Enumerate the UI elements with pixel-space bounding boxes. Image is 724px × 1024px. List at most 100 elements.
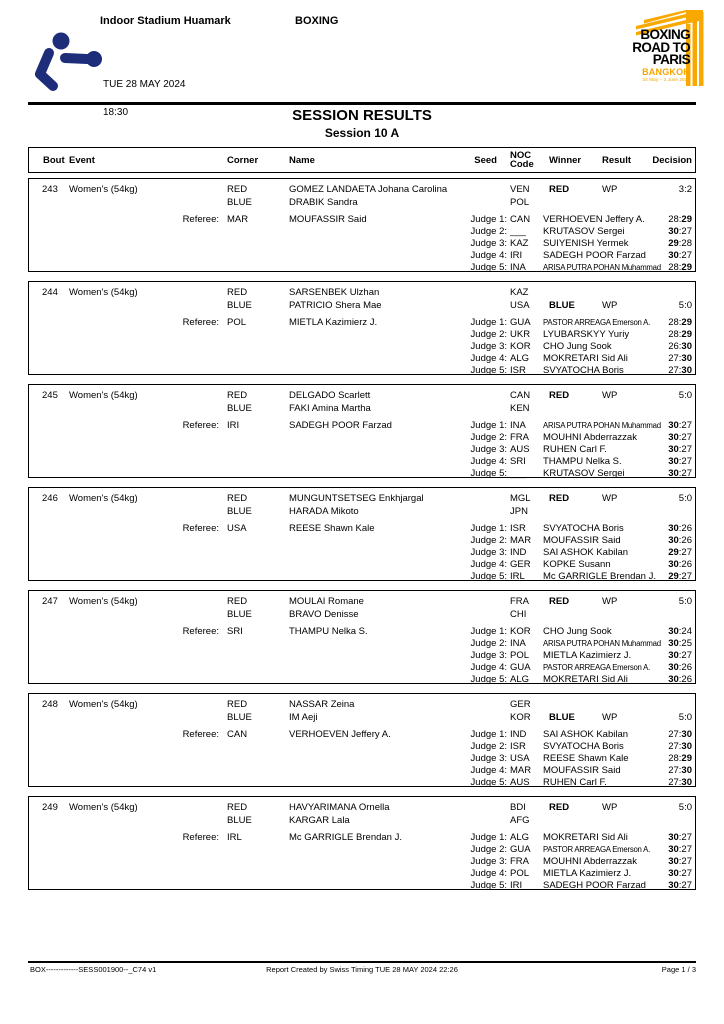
judge-label: Judge 1:: [470, 729, 507, 740]
judge-name: MOUHNI Abderrazzak: [543, 432, 637, 443]
blue-boxer-name: FAKI Amina Martha: [289, 403, 371, 414]
referee-name: SADEGH POOR Farzad: [289, 420, 392, 431]
judge-name: LYUBARSKYY Yuriy: [543, 329, 630, 340]
score-red: 27: [668, 729, 679, 740]
logo-line-boxing: BOXING: [640, 27, 690, 42]
bout-box-246: 246 Women's (54kg) RED BLUE MUNGUNTSETSEG En…: [28, 487, 696, 582]
score-separator: :: [678, 571, 682, 582]
score-red: 30: [668, 420, 679, 431]
judge-score: 30:27: [668, 250, 692, 261]
boxing-pictogram-icon: [35, 32, 102, 91]
judge-score: 28:29: [668, 214, 692, 225]
score-separator: :: [678, 559, 682, 570]
judge-noc: FRA: [510, 856, 529, 867]
referee-name: VERHOEVEN Jeffery A.: [289, 729, 391, 740]
score-red: 27: [668, 353, 679, 364]
judge-noc: INA: [510, 420, 526, 431]
event-name: Women's (54kg): [69, 802, 138, 813]
blue-noc: KOR: [510, 712, 531, 723]
score-red: 30: [668, 444, 679, 455]
judge-label: Judge 4:: [470, 662, 507, 673]
score-red: 30: [668, 832, 679, 843]
judge-label: Judge 2:: [470, 535, 507, 546]
session-date: TUE 28 MAY 2024: [103, 79, 186, 90]
score-blue: 27: [681, 420, 692, 431]
judge-noc: POL: [510, 868, 530, 879]
red-noc: CAN: [510, 390, 531, 401]
judge-noc: IND: [510, 729, 527, 740]
score-blue: 30: [681, 765, 692, 776]
referee-noc: IRI: [227, 420, 240, 431]
logo-text: BOXING ROAD TO PARIS BANGKOK 24 May – 3 …: [632, 27, 691, 84]
score-separator: :: [678, 329, 682, 340]
judge-score: 30:27: [668, 226, 692, 237]
red-corner-label: RED: [227, 287, 248, 298]
judge-score: 30:27: [668, 456, 692, 467]
judge-score: 27:30: [668, 777, 692, 788]
judge-noc: AUS: [510, 444, 530, 455]
judge-score: 29:28: [668, 238, 692, 249]
judge-noc: KAZ: [510, 238, 529, 249]
event-name: Women's (54kg): [69, 699, 138, 710]
score-red: 30: [668, 226, 679, 237]
score-red: 26: [668, 341, 679, 352]
judge-noc: SRI: [510, 456, 526, 467]
judge-label: Judge 5:: [470, 777, 507, 788]
bout-box-249: 249 Women's (54kg) RED BLUE HAVYARIMANA Orne…: [28, 796, 696, 891]
judge-label: Judge 4:: [470, 456, 507, 467]
session-subtitle: Session 10 A: [324, 126, 400, 140]
red-corner-label: RED: [227, 699, 248, 710]
referee-name: MOUFASSIR Said: [289, 214, 367, 225]
referee-label: Referee:: [182, 729, 219, 740]
red-boxer-name: HAVYARIMANA Ornella: [289, 802, 390, 813]
judge-score: 30:27: [668, 432, 692, 443]
winner-label: RED: [549, 390, 570, 401]
referee-label: Referee:: [182, 523, 219, 534]
referee-noc: CAN: [227, 729, 248, 740]
score-blue: 29: [681, 317, 692, 328]
col-event: Event: [69, 155, 95, 166]
score-blue: 27: [681, 432, 692, 443]
judge-noc: INA: [510, 262, 526, 273]
blue-corner-label: BLUE: [227, 197, 252, 208]
blue-corner-label: BLUE: [227, 609, 252, 620]
score-separator: :: [678, 662, 682, 673]
judge-name: MIETLA Kazimierz J.: [543, 650, 632, 661]
judge-score: 27:30: [668, 765, 692, 776]
judge-label: Judge 2:: [470, 741, 507, 752]
blue-corner-label: BLUE: [227, 815, 252, 826]
red-boxer-name: MUNGUNTSETSEG Enkhjargal: [289, 493, 424, 504]
judge-label: Judge 1:: [470, 420, 507, 431]
referee-label: Referee:: [182, 317, 219, 328]
session-datetime: TUE 28 MAY 2024 18:30: [103, 64, 185, 134]
judge-name: CHO Jung Sook: [543, 341, 612, 352]
decision-value: 5:0: [678, 596, 692, 607]
judge-name: REESE Shawn Kale: [543, 753, 629, 764]
score-red: 30: [668, 844, 679, 855]
judge-score: 28:29: [668, 753, 692, 764]
bout-box-243: 243 Women's (54kg) RED BLUE GOMEZ LANDAETA J…: [28, 178, 696, 273]
sport-name: BOXING: [295, 15, 339, 27]
blue-corner-label: BLUE: [227, 403, 252, 414]
judge-score: 27:30: [668, 353, 692, 364]
bout-number: 246: [42, 493, 58, 504]
col-name: Name: [289, 155, 315, 166]
judge-score: 30:27: [668, 444, 692, 455]
judge-label: Judge 2:: [470, 226, 507, 237]
judge-label: Judge 3:: [470, 547, 507, 558]
score-separator: :: [678, 468, 682, 479]
winner-label: RED: [549, 493, 570, 504]
score-blue: 27: [681, 868, 692, 879]
judge-name: SUIYENISH Yermek: [543, 238, 629, 249]
judge-noc: AUS: [510, 777, 530, 788]
score-red: 30: [668, 559, 679, 570]
judge-score: 28:29: [668, 329, 692, 340]
score-separator: :: [678, 650, 682, 661]
winner-label: BLUE: [549, 712, 575, 723]
result-label: WP: [602, 802, 618, 813]
event-logo: BOXING ROAD TO PARIS BANGKOK 24 May – 3 …: [606, 10, 704, 104]
logo-line-paris: PARIS: [652, 52, 691, 67]
score-red: 27: [668, 741, 679, 752]
judge-name: Mc GARRIGLE Brendan J.: [543, 571, 656, 582]
judge-noc: ___: [510, 226, 526, 237]
